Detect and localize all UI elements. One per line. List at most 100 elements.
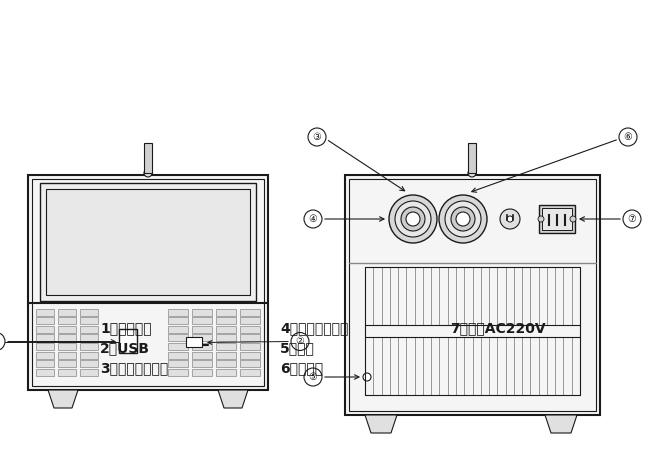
Text: 5：地线: 5：地线 <box>280 341 315 355</box>
Bar <box>80 326 98 333</box>
Text: ⑥: ⑥ <box>624 132 632 142</box>
Bar <box>36 360 54 367</box>
Bar <box>216 326 236 333</box>
Bar <box>192 360 212 367</box>
Circle shape <box>395 201 431 237</box>
Bar <box>36 326 54 333</box>
Bar <box>40 183 256 301</box>
Bar <box>168 343 188 350</box>
Bar <box>168 317 188 324</box>
Text: 7：电源AC220V: 7：电源AC220V <box>450 321 546 335</box>
Polygon shape <box>545 415 577 433</box>
Bar <box>80 352 98 359</box>
Bar <box>168 309 188 316</box>
Bar <box>240 352 260 359</box>
Text: 6：总电压: 6：总电压 <box>280 361 323 375</box>
Circle shape <box>456 212 470 226</box>
Circle shape <box>538 216 544 222</box>
Bar <box>58 343 76 350</box>
Circle shape <box>363 373 371 381</box>
Bar <box>216 309 236 316</box>
Bar <box>216 369 236 376</box>
Bar <box>542 208 572 230</box>
Text: ②: ② <box>296 337 304 346</box>
Bar <box>240 360 260 367</box>
Text: 2：USB: 2：USB <box>100 341 150 355</box>
Text: 1：电源开关: 1：电源开关 <box>100 321 152 335</box>
Circle shape <box>439 195 487 243</box>
Bar <box>168 369 188 376</box>
Text: 4：电源端子正极: 4：电源端子正极 <box>280 321 348 335</box>
Bar <box>36 334 54 341</box>
Bar <box>192 317 212 324</box>
Bar <box>186 338 202 347</box>
Bar <box>144 143 152 173</box>
Bar <box>168 352 188 359</box>
Bar <box>240 369 260 376</box>
Bar <box>80 334 98 341</box>
Bar <box>216 317 236 324</box>
Bar <box>28 175 268 390</box>
Text: ⑤: ⑤ <box>308 372 318 382</box>
Bar <box>119 330 137 353</box>
Bar <box>58 334 76 341</box>
Polygon shape <box>365 415 397 433</box>
Bar <box>58 309 76 316</box>
Bar <box>36 352 54 359</box>
Bar <box>36 309 54 316</box>
Polygon shape <box>218 390 248 408</box>
Bar <box>539 205 575 233</box>
Bar <box>58 352 76 359</box>
Text: ③: ③ <box>313 132 321 142</box>
Bar <box>345 175 600 415</box>
Bar <box>192 334 212 341</box>
Bar <box>216 334 236 341</box>
Bar <box>349 179 596 411</box>
Circle shape <box>389 195 437 243</box>
Bar <box>46 189 250 295</box>
Bar <box>80 317 98 324</box>
Circle shape <box>500 209 520 229</box>
Circle shape <box>144 169 152 177</box>
Bar <box>58 360 76 367</box>
Bar <box>36 369 54 376</box>
Bar <box>216 343 236 350</box>
Bar <box>240 343 260 350</box>
Bar <box>192 352 212 359</box>
Bar <box>216 352 236 359</box>
Polygon shape <box>48 390 78 408</box>
Bar <box>36 343 54 350</box>
Bar <box>36 317 54 324</box>
Circle shape <box>570 216 576 222</box>
Bar <box>168 360 188 367</box>
Bar <box>240 309 260 316</box>
Bar <box>216 360 236 367</box>
Bar <box>58 326 76 333</box>
Bar <box>240 317 260 324</box>
Bar <box>168 334 188 341</box>
Circle shape <box>507 216 513 222</box>
Text: 3：电源端子负极: 3：电源端子负极 <box>100 361 168 375</box>
Bar <box>80 360 98 367</box>
Text: ⑦: ⑦ <box>628 214 636 224</box>
Bar <box>32 179 264 386</box>
Text: ④: ④ <box>308 214 318 224</box>
Bar <box>58 317 76 324</box>
Bar <box>240 326 260 333</box>
Circle shape <box>445 201 481 237</box>
Circle shape <box>451 207 475 231</box>
Bar <box>80 309 98 316</box>
Bar <box>240 334 260 341</box>
Bar <box>80 343 98 350</box>
Bar <box>80 369 98 376</box>
Bar <box>168 326 188 333</box>
Bar <box>468 143 476 173</box>
Bar <box>192 343 212 350</box>
Circle shape <box>401 207 425 231</box>
Circle shape <box>406 212 420 226</box>
Bar <box>192 326 212 333</box>
Circle shape <box>468 169 476 177</box>
Bar <box>58 369 76 376</box>
Bar <box>192 369 212 376</box>
Bar <box>192 309 212 316</box>
